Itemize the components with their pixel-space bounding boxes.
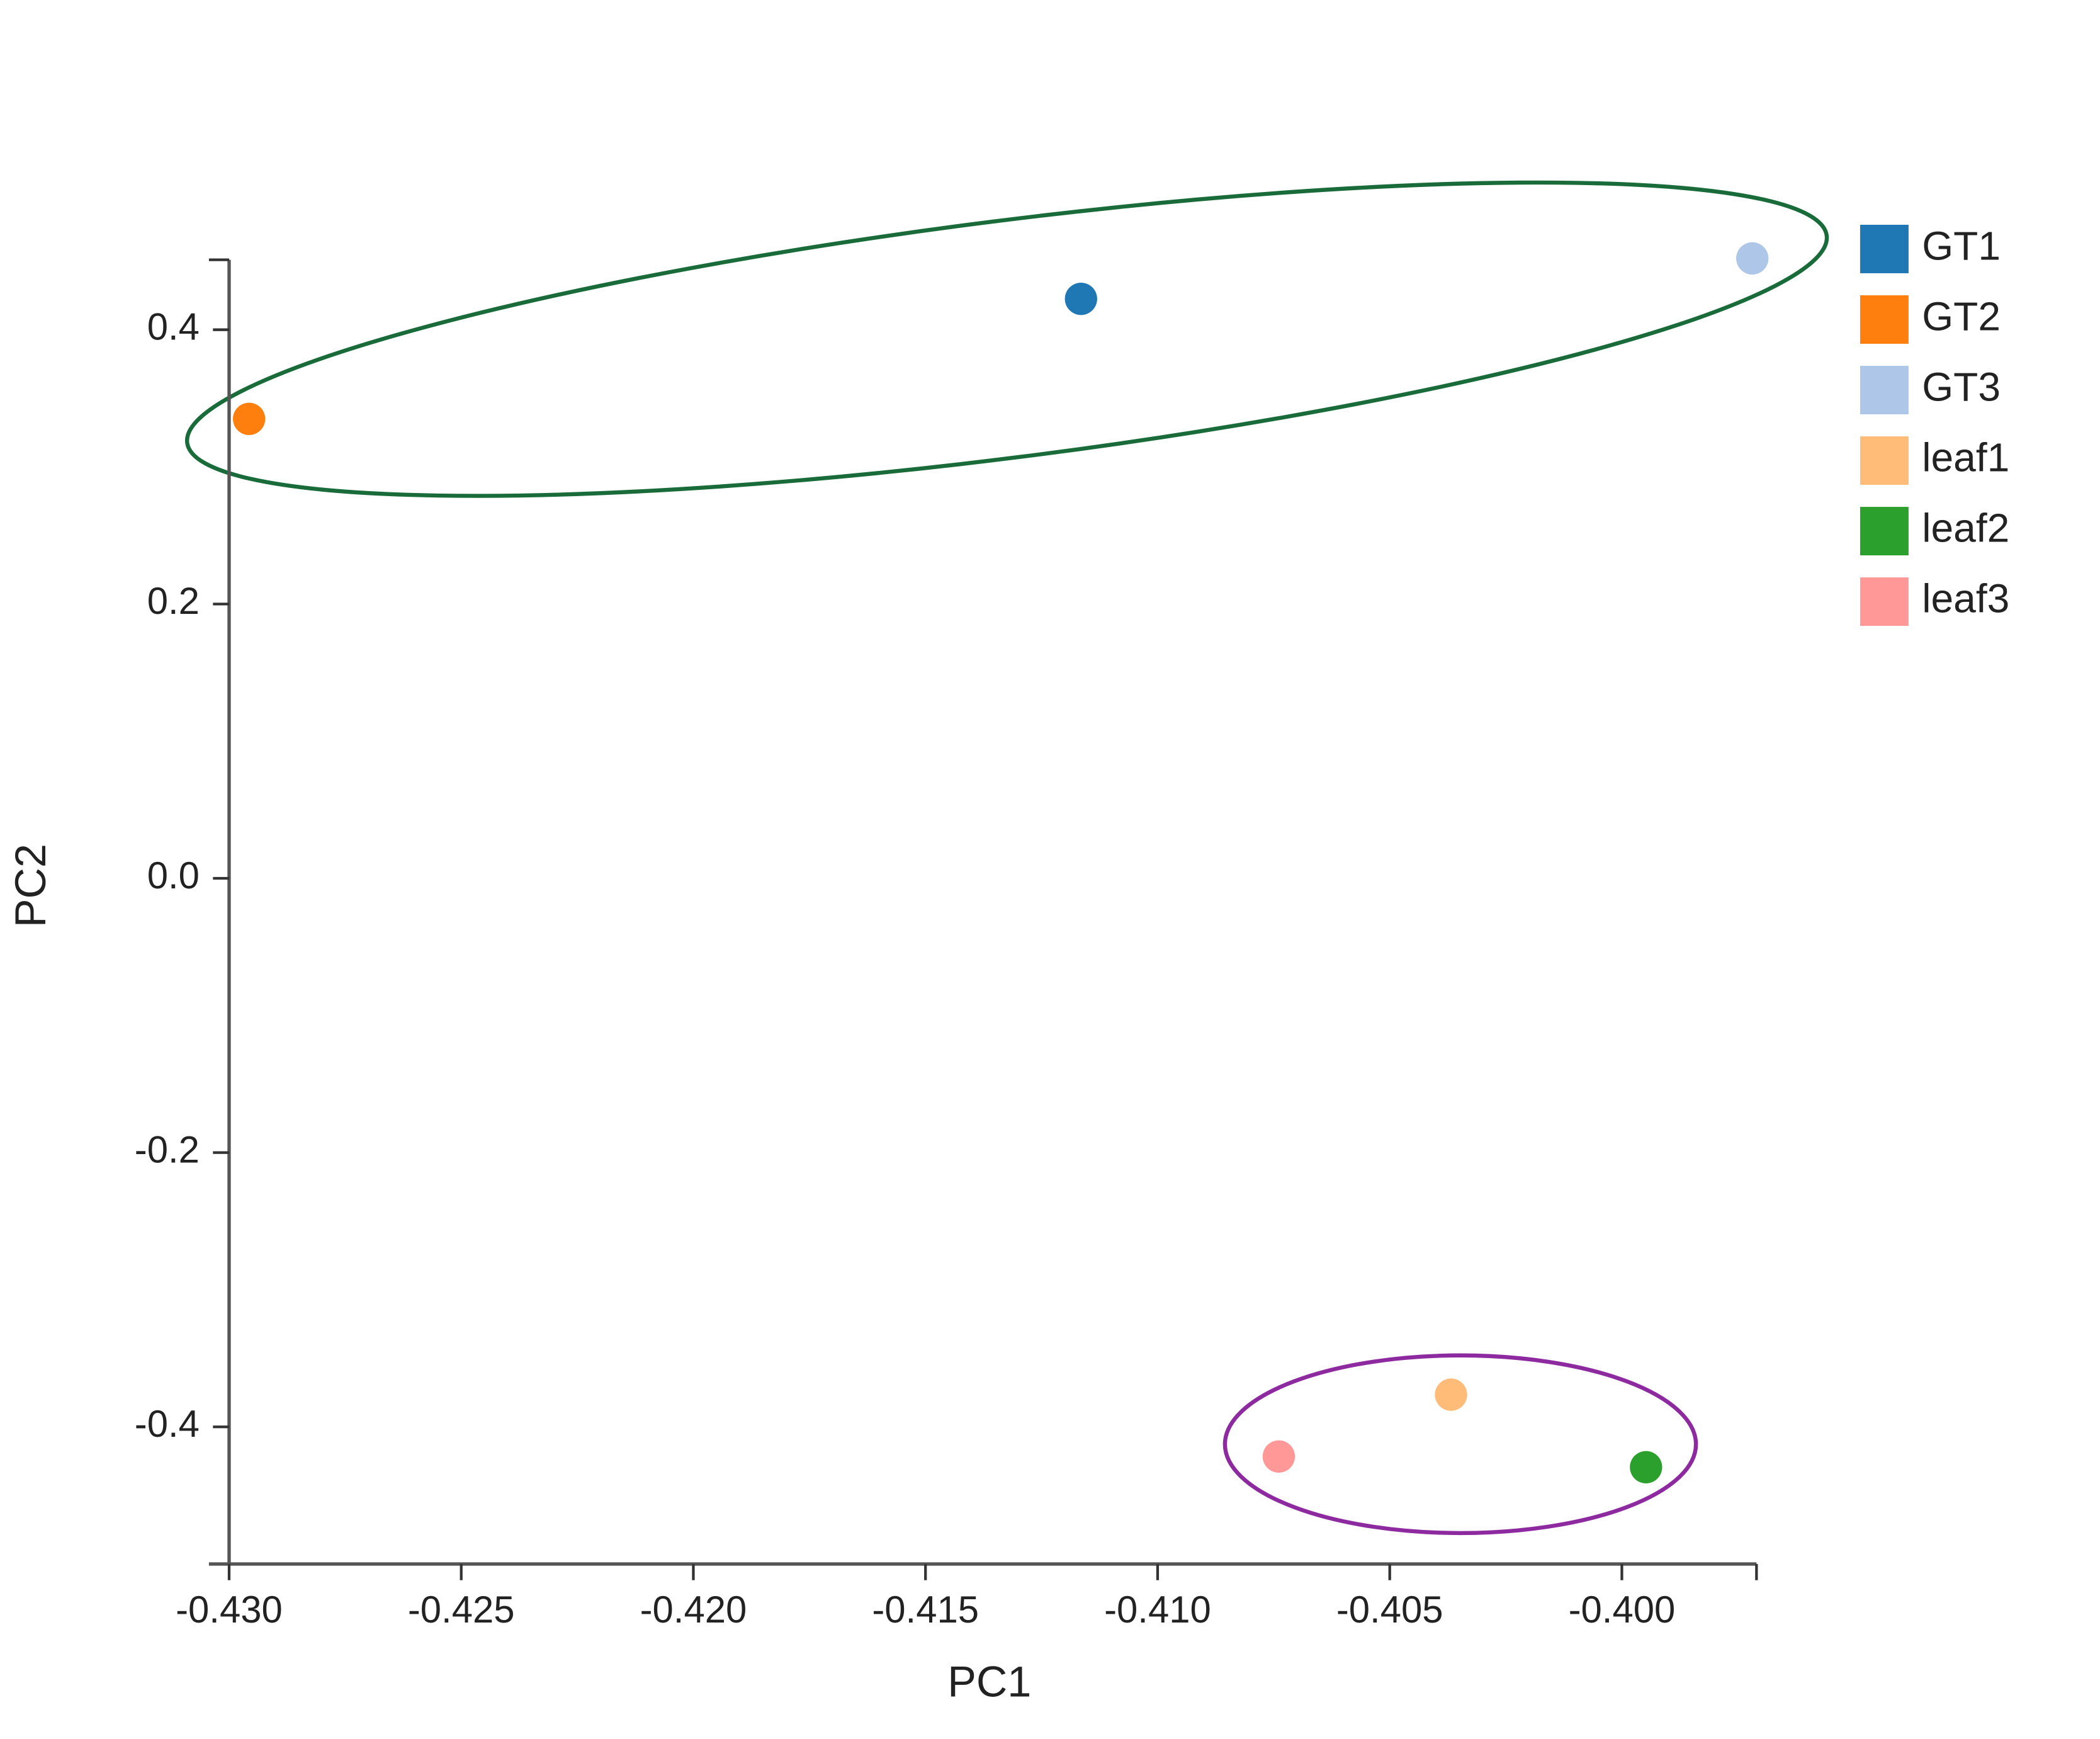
x-tick-label: -0.400 (1569, 1589, 1676, 1631)
point (233, 402, 266, 435)
x-tick-label: -0.405 (1336, 1589, 1443, 1631)
x-tick-label: -0.430 (176, 1589, 283, 1631)
legend-swatch (1860, 436, 1909, 485)
y-tick-label: 0.4 (147, 305, 200, 348)
y-tick-label: 0.2 (147, 580, 200, 622)
point (1262, 1440, 1296, 1473)
legend-swatch (1860, 507, 1909, 556)
legend-label: GT2 (1922, 293, 2001, 339)
cluster-outline (184, 180, 1829, 498)
x-tick-label: -0.415 (872, 1589, 979, 1631)
y-axis-label: PC2 (7, 844, 55, 927)
point (1435, 1378, 1467, 1411)
x-axis-label: PC1 (947, 1658, 1031, 1706)
legend-swatch (1860, 295, 1909, 344)
legend-label: leaf1 (1922, 434, 2009, 480)
y-tick-label: -0.4 (135, 1403, 200, 1445)
legend-label: GT3 (1922, 364, 2001, 409)
legend-label: leaf3 (1922, 576, 2009, 621)
legend-label: leaf2 (1922, 506, 2009, 551)
point (1064, 283, 1097, 315)
legend-swatch (1860, 577, 1909, 626)
x-tick-label: -0.425 (408, 1589, 515, 1631)
legend-swatch (1860, 366, 1909, 415)
legend-label: GT1 (1922, 223, 2001, 268)
point (1736, 242, 1769, 275)
y-tick-label: 0.0 (147, 854, 200, 897)
x-tick-label: -0.410 (1104, 1589, 1211, 1631)
x-tick-label: -0.420 (640, 1589, 747, 1631)
point (1630, 1451, 1662, 1483)
legend-swatch (1860, 225, 1909, 273)
y-tick-label: -0.2 (135, 1128, 200, 1170)
cluster-outline (1222, 1353, 1698, 1536)
